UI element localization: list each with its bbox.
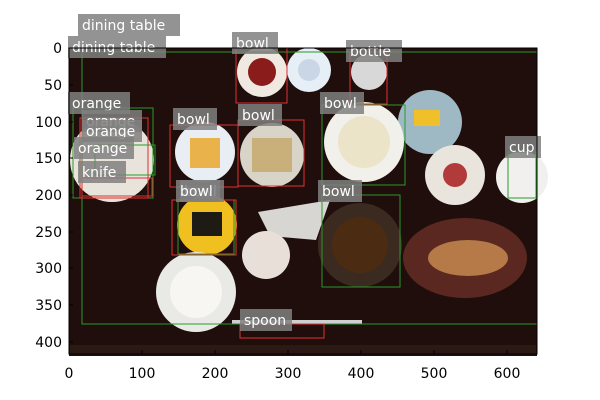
- y-tick-label: 150: [35, 151, 62, 167]
- x-tick-label: 100: [129, 366, 156, 382]
- y-tick-label: 100: [35, 115, 62, 131]
- detection-label-bg: [240, 309, 292, 331]
- detection-label-bg: [176, 180, 220, 202]
- x-tick-label: 400: [348, 366, 375, 382]
- detection-label-bowl: bowl: [322, 184, 355, 200]
- food-photo: [69, 47, 548, 356]
- detection-label-bg: [346, 40, 402, 62]
- detection-label-spoon: spoon: [244, 313, 286, 329]
- detection-label-cup: cup: [509, 140, 535, 156]
- x-tick-label: 200: [202, 366, 229, 382]
- y-tick-label: 50: [44, 78, 62, 94]
- detection-label-knife: knife: [82, 165, 116, 181]
- detection-label-bowl: bowl: [177, 112, 210, 128]
- detection-label-bowl: bowl: [242, 108, 275, 124]
- detection-label-bottle: bottle: [350, 44, 391, 60]
- detection-label-orange: orange: [72, 96, 121, 112]
- detection-label-bg: [78, 161, 126, 183]
- y-tick-label: 200: [35, 188, 62, 204]
- detection-label-bowl: bowl: [236, 36, 269, 52]
- x-tick-label: 500: [421, 366, 448, 382]
- detection-label-orange: orange: [78, 141, 127, 157]
- detection-label-bg: [173, 108, 217, 130]
- axes: 0 100 200 300 400 500 600 0 50 100 150 200 250 300 350…: [35, 41, 538, 382]
- y-tick-label: 250: [35, 225, 62, 241]
- x-tick-label: 0: [65, 366, 74, 382]
- y-tick-label: 400: [35, 335, 62, 351]
- detection-label-bg: [320, 92, 364, 114]
- detection-label-bg: [82, 120, 142, 142]
- detection-label-bg: [505, 136, 541, 158]
- y-tick-label: 300: [35, 261, 62, 277]
- detection-label-dining-table: dining table: [82, 18, 165, 34]
- detection-label-bg: [78, 14, 180, 36]
- detection-label-bowl: bowl: [180, 184, 213, 200]
- detection-label-orange: orange: [86, 124, 135, 140]
- detection-label-bowl: bowl: [324, 96, 357, 112]
- detection-label-bg: [68, 92, 130, 114]
- detection-label-bg: [74, 137, 134, 159]
- detection-label-bg: [68, 36, 166, 58]
- x-tick-label: 300: [275, 366, 302, 382]
- plot-frame: [68, 47, 538, 355]
- y-tick-label: 0: [53, 41, 62, 57]
- detection-label-bg: [318, 180, 362, 202]
- y-tick-label: 350: [35, 298, 62, 314]
- detection-label-bg: [238, 104, 282, 126]
- x-tick-label: 600: [494, 366, 521, 382]
